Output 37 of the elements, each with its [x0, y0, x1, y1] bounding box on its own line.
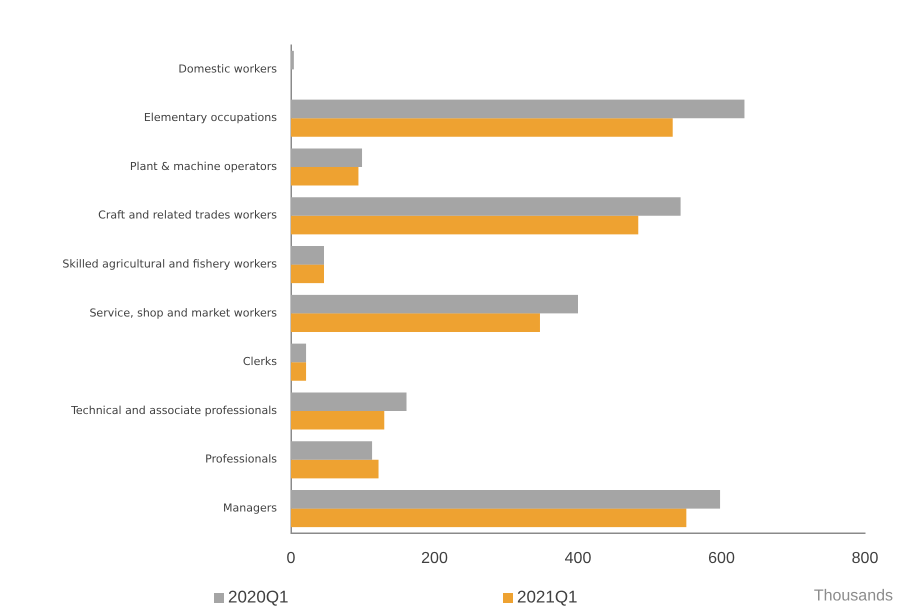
y-tick-label: Plant & machine operators — [130, 160, 278, 173]
x-tick-label: 600 — [708, 550, 735, 568]
x-tick-label: 400 — [564, 550, 592, 568]
x-tick-label: 200 — [421, 550, 448, 568]
bar — [291, 294, 578, 314]
y-tick-label: Service, shop and market workers — [89, 306, 278, 320]
bar — [291, 246, 324, 265]
bar — [291, 411, 384, 430]
x-tick-label: 0 — [286, 550, 296, 568]
bar — [291, 50, 294, 70]
y-tick-label: Clerks — [242, 355, 278, 368]
x-tick-label: 800 — [852, 550, 878, 568]
bar — [291, 441, 372, 460]
y-tick-label: Domestic workers — [178, 62, 278, 76]
bar — [291, 216, 638, 234]
x-axis-title: Thousands — [814, 587, 893, 604]
bar — [291, 167, 358, 186]
bar — [291, 118, 673, 137]
y-tick-label: Craft and related trades workers — [98, 208, 278, 222]
y-tick-label: Elementary occupations — [144, 111, 278, 124]
bar — [291, 100, 744, 118]
y-tick-label: Technical and associate professionals — [70, 404, 278, 417]
y-tick-label: Managers — [223, 501, 278, 514]
bar — [291, 362, 306, 381]
bar — [291, 197, 681, 216]
bar — [291, 344, 306, 362]
bar — [291, 313, 540, 332]
bar — [291, 148, 362, 167]
y-tick-label: Skilled agricultural and fishery workers — [62, 257, 278, 270]
legend-label: 2020Q1 — [228, 588, 288, 607]
y-tick-label: Professionals — [205, 452, 278, 466]
bar — [291, 460, 379, 478]
bar — [291, 490, 720, 509]
bar — [291, 508, 686, 528]
bar — [291, 264, 324, 284]
bar — [291, 392, 407, 411]
legend-label: 2021Q1 — [517, 588, 578, 607]
